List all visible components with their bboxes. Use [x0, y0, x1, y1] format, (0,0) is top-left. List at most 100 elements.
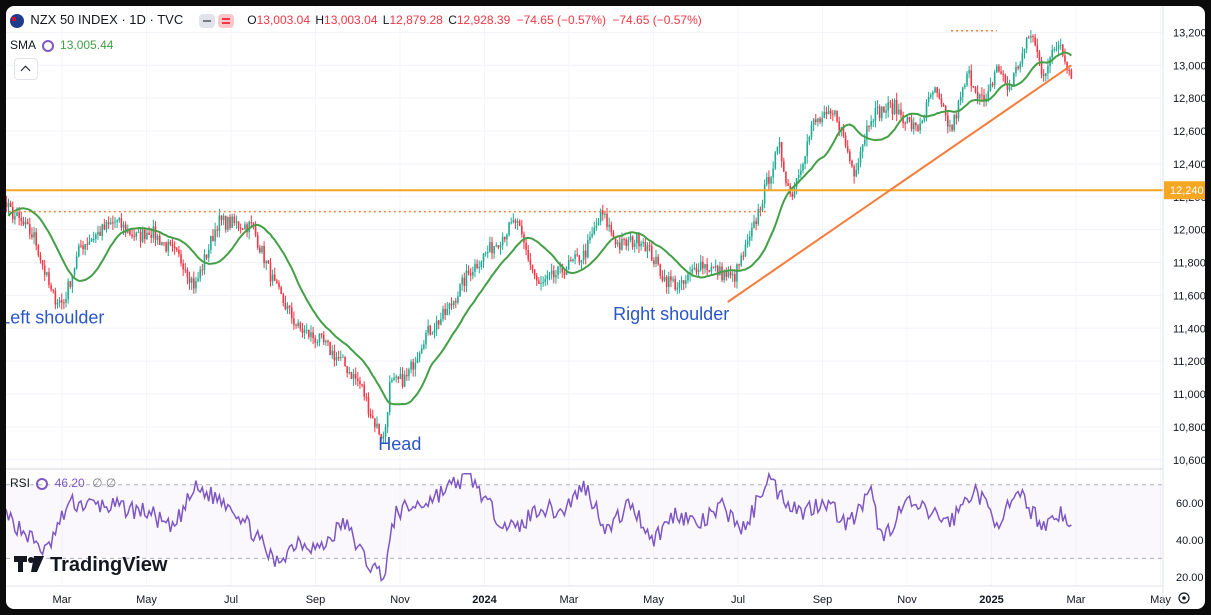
candle-body-48 — [67, 281, 69, 300]
rsi-band — [6, 484, 1163, 559]
open-value: 13,003.04 — [256, 13, 311, 27]
candle-body-394 — [804, 156, 806, 164]
candle-body-272 — [544, 279, 547, 283]
candle-body-203 — [397, 376, 400, 380]
candle-body-440 — [902, 115, 904, 124]
candle-body-428 — [876, 106, 879, 109]
candle-body-192 — [374, 418, 376, 428]
candle-body-261 — [521, 225, 523, 235]
candle-body-206 — [403, 374, 406, 387]
candle-body-355 — [721, 266, 723, 281]
candle-body-465 — [955, 115, 958, 119]
candle-body-329 — [665, 276, 668, 288]
candle-body-442 — [906, 117, 909, 124]
candle-body-202 — [395, 376, 397, 378]
candle-body-149 — [282, 293, 285, 303]
candle-body-118 — [216, 229, 219, 231]
candle-body-248 — [493, 246, 495, 254]
candle-body-404 — [825, 112, 828, 115]
candle-body-265 — [529, 259, 532, 265]
visibility-toggle[interactable] — [198, 13, 215, 28]
candle-body-463 — [951, 125, 953, 131]
candle-body-369 — [751, 227, 753, 237]
candle-body-286 — [574, 254, 576, 260]
candle-body-201 — [393, 377, 395, 381]
candle-body-60 — [92, 239, 95, 241]
candle-body-94 — [165, 242, 167, 252]
candle-body-108 — [195, 280, 197, 289]
candle-body-284 — [570, 260, 572, 262]
candle-body-422 — [863, 139, 866, 145]
candle-body-130 — [241, 228, 244, 230]
candle-body-437 — [895, 99, 898, 114]
candle-body-474 — [974, 87, 977, 92]
candle-body-505 — [1040, 60, 1043, 75]
candle-body-409 — [836, 110, 838, 122]
candle-body-498 — [1025, 37, 1028, 49]
candle-body-212 — [416, 358, 419, 363]
candle-body-346 — [702, 261, 704, 269]
candle-body-472 — [970, 70, 973, 87]
nz-flag-icon — [10, 13, 24, 28]
sma-settings-icon[interactable] — [41, 39, 54, 52]
settings-icon[interactable] — [1178, 592, 1190, 604]
candle-body-449 — [921, 120, 924, 124]
candle-body-253 — [503, 236, 506, 240]
candle-body-502 — [1034, 37, 1036, 46]
candle-body-276 — [552, 270, 555, 278]
rsi-axis: 60.00 40.00 20.00 — [1176, 498, 1204, 584]
legend-sma[interactable]: SMA 13,005.44 — [10, 38, 113, 52]
candle-body-83 — [141, 229, 144, 242]
candle-body-232 — [459, 283, 461, 297]
candle-body-231 — [457, 296, 459, 303]
candle-body-163 — [312, 332, 314, 339]
candle-body-34 — [37, 245, 40, 256]
chevron-up-icon — [20, 65, 31, 76]
candle-body-30 — [28, 224, 31, 235]
candle-body-29 — [26, 221, 29, 225]
candle-body-185 — [359, 380, 361, 385]
chart-canvas[interactable]: 13,20013,00012,80012,60012,40012,20012,0… — [6, 6, 1205, 609]
symbol-title[interactable]: NZX 50 INDEX · 1D · TVC — [30, 12, 184, 27]
candle-body-99 — [175, 248, 178, 251]
candle-body-406 — [829, 110, 832, 114]
candle-body-361 — [734, 274, 736, 282]
collapse-legend-button[interactable] — [14, 58, 38, 80]
candle-body-63 — [99, 231, 101, 236]
candle-body-385 — [785, 171, 787, 184]
candle-body-517 — [1066, 61, 1068, 70]
legend-rsi[interactable]: RSI 46.20 ∅ ∅ — [10, 476, 116, 490]
candle-body-187 — [363, 384, 366, 397]
candle-body-61 — [95, 234, 97, 240]
candle-body-281 — [563, 272, 566, 275]
candle-body-176 — [339, 357, 342, 359]
candle-body-298 — [599, 210, 602, 222]
candle-body-115 — [210, 235, 212, 250]
candle-body-214 — [420, 348, 423, 354]
candle-body-507 — [1044, 73, 1047, 77]
time-tick-label-1: May — [136, 594, 157, 606]
candle-body-188 — [365, 396, 368, 398]
candle-body-250 — [497, 245, 500, 248]
candle-body-236 — [467, 270, 470, 274]
candle-body-184 — [357, 378, 359, 381]
candle-body-85 — [146, 232, 148, 240]
candle-body-314 — [633, 243, 636, 247]
candle-body-475 — [976, 91, 979, 99]
candle-body-431 — [883, 106, 885, 113]
candle-body-124 — [229, 216, 231, 228]
price-tick-label-3: 12,600 — [1173, 126, 1205, 138]
candle-body-356 — [723, 271, 725, 281]
candle-body-259 — [516, 221, 519, 223]
candle-body-495 — [1019, 63, 1022, 69]
candle-body-260 — [518, 221, 521, 226]
candle-body-420 — [859, 151, 862, 163]
candle-body-513 — [1057, 45, 1060, 49]
compare-toggle[interactable] — [217, 13, 234, 28]
candle-body-372 — [757, 209, 760, 224]
candle-body-37 — [43, 265, 46, 275]
rsi-settings-icon[interactable] — [36, 477, 49, 490]
candle-body-194 — [378, 423, 380, 434]
candle-body-305 — [614, 237, 617, 245]
candle-body-128 — [237, 221, 240, 228]
